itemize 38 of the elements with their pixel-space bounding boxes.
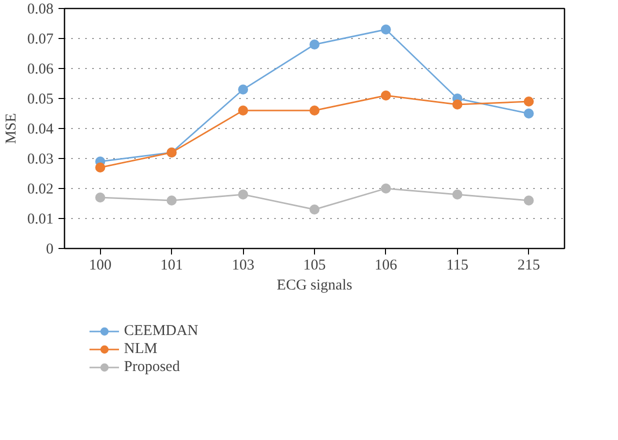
point [380, 184, 391, 194]
point [380, 90, 391, 100]
point [238, 106, 248, 116]
point [524, 108, 534, 118]
point [166, 196, 177, 206]
point [95, 162, 106, 172]
x-tick-label: 215 [518, 258, 540, 274]
point [95, 192, 106, 202]
x-axis-title: ECG signals [276, 278, 352, 294]
x-tick-label: 105 [303, 258, 326, 274]
x-tick-label: 101 [160, 258, 183, 274]
point [238, 190, 248, 200]
point [310, 106, 320, 116]
y-axis-title: MSE [3, 113, 20, 144]
y-tick-label: 0.04 [27, 122, 54, 138]
point [310, 204, 320, 214]
point [452, 100, 462, 110]
x-tick-label: 106 [374, 258, 398, 274]
point [524, 96, 534, 106]
legend-label: Proposed [124, 358, 180, 376]
point [452, 190, 462, 200]
y-tick-label: 0.03 [27, 152, 54, 168]
x-tick-label: 115 [446, 258, 468, 274]
point [524, 196, 534, 206]
y-tick-label: 0.05 [27, 92, 54, 108]
y-tick-label: 0.08 [27, 2, 54, 18]
x-tick-label: 100 [88, 258, 112, 274]
legend-label: CEEMDAN [124, 322, 198, 340]
legend-label: NLM [124, 340, 158, 358]
y-tick-label: 0.07 [27, 32, 54, 48]
point [310, 40, 320, 50]
y-tick-label: 0.06 [27, 62, 54, 78]
point [380, 24, 391, 34]
y-tick-label: 0.01 [27, 212, 54, 228]
y-tick-label: 0.02 [27, 182, 54, 198]
x-tick-label: 103 [232, 258, 254, 274]
y-tick-label: 0 [46, 242, 54, 258]
point [238, 84, 248, 94]
